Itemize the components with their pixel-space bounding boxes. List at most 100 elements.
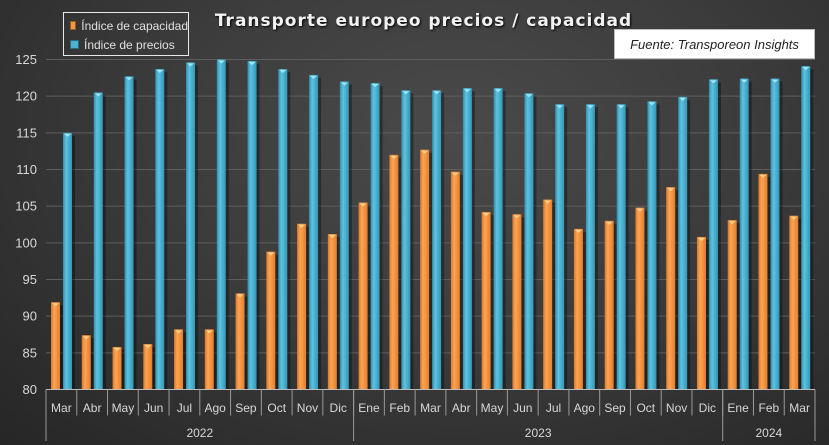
bar-prices <box>216 59 226 390</box>
legend: Índice de capacidad Índice de precios <box>63 12 189 56</box>
year-label: 2023 <box>525 426 552 440</box>
bar-capacity <box>81 335 91 390</box>
bar-cap <box>759 174 767 178</box>
bar-cap <box>156 70 164 74</box>
chart-title: Transporte europeo precios / capacidad <box>214 11 633 31</box>
year-label: 2024 <box>756 426 783 440</box>
y-tick-label: 85 <box>23 345 37 360</box>
y-tick-label: 100 <box>15 235 37 250</box>
year-label: 2022 <box>186 426 213 440</box>
x-tick-label: Jul <box>177 401 192 415</box>
x-tick-label: Ene <box>727 401 749 415</box>
x-tick-label: May <box>481 401 504 415</box>
bar-capacity <box>727 220 737 390</box>
bar-capacity <box>666 187 676 390</box>
bar-cap <box>82 336 90 340</box>
y-tick-label: 110 <box>16 162 37 177</box>
bar-prices <box>370 82 380 390</box>
bar-prices <box>124 76 134 390</box>
bar-prices <box>616 104 626 390</box>
bar-cap <box>390 155 398 159</box>
bar-cap <box>697 237 705 241</box>
bar-cap <box>402 91 410 95</box>
bar-capacity <box>143 344 153 390</box>
bar-cap <box>371 83 379 87</box>
x-tick-label: Mar <box>51 401 72 415</box>
x-tick-label: Oct <box>267 401 286 415</box>
bar-prices <box>739 78 749 390</box>
x-tick-label: Dic <box>330 401 347 415</box>
bar-prices <box>555 104 565 390</box>
x-tick-label: May <box>112 401 135 415</box>
y-tick-label: 80 <box>23 382 37 397</box>
bar-cap <box>310 75 318 79</box>
x-tick-label: Oct <box>636 401 655 415</box>
bar-prices <box>432 90 442 390</box>
legend-label-capacity: Índice de capacidad <box>81 18 188 33</box>
x-tick-label: Abr <box>452 401 471 415</box>
bar-prices <box>678 96 688 390</box>
bar-capacity <box>420 149 430 390</box>
x-axis: Mar Abr May Jun Jul Ago Sep Oct Nov Dic Ene Feb Mar A… <box>45 389 816 441</box>
bar-cap <box>574 229 582 233</box>
bar-cap <box>433 91 441 95</box>
bar-cap <box>544 200 552 204</box>
bar-cap <box>328 235 336 239</box>
legend-item-capacity: Índice de capacidad <box>70 16 188 35</box>
bar-capacity <box>635 207 645 390</box>
bar-cap <box>217 60 225 64</box>
bar-cap <box>617 105 625 109</box>
x-tick-label: Sep <box>604 401 626 415</box>
bar-cap <box>605 221 613 225</box>
bar-capacity <box>51 302 60 390</box>
source-note: Fuente: Transporeon Insights <box>614 29 815 59</box>
bar-prices <box>278 69 288 390</box>
bar-prices <box>309 74 319 390</box>
bar-capacity <box>543 199 553 390</box>
x-tick-label: Jun <box>513 401 532 415</box>
bar-cap <box>482 213 490 217</box>
bar-cap <box>771 79 779 83</box>
bar-cap <box>525 94 533 98</box>
bar-prices <box>524 93 534 390</box>
bar-cap <box>64 133 71 137</box>
bar-capacity <box>112 346 122 390</box>
legend-swatch-capacity <box>70 21 77 30</box>
bar-cap <box>52 303 59 307</box>
bar-capacity <box>204 329 214 390</box>
bar-prices <box>339 81 349 390</box>
bar-cap <box>463 89 471 93</box>
bar-capacity <box>696 236 706 390</box>
bar-cap <box>340 82 348 86</box>
bar-cap <box>205 330 213 334</box>
bar-cap <box>421 150 429 154</box>
bar-cap <box>667 188 675 192</box>
x-tick-label: Feb <box>759 401 780 415</box>
bar-cap <box>125 77 133 81</box>
bar-capacity <box>573 228 583 390</box>
y-axis: 80 85 90 95 100 105 110 115 120 125 <box>15 52 37 397</box>
bar-cap <box>359 203 367 207</box>
y-tick-label: 120 <box>15 89 37 104</box>
bar-cap <box>790 216 798 220</box>
bar-prices <box>155 69 165 390</box>
bar-cap <box>267 252 275 256</box>
bar-capacity <box>235 293 245 390</box>
bar-capacity <box>266 251 276 390</box>
x-tick-label: Jun <box>144 401 163 415</box>
bar-prices <box>63 132 72 390</box>
bar-capacity <box>174 329 184 390</box>
bar-cap <box>802 67 810 71</box>
bar-capacity <box>481 212 491 390</box>
bar-capacity <box>327 234 337 390</box>
bar-cap <box>236 294 244 298</box>
bar-capacity <box>389 154 399 390</box>
bar-cap <box>709 80 717 84</box>
y-tick-label: 125 <box>15 52 37 67</box>
x-tick-label: Ene <box>358 401 380 415</box>
bar-prices <box>93 92 103 390</box>
x-tick-label: Sep <box>235 401 257 415</box>
bar-cap <box>175 330 183 334</box>
bar-capacity <box>604 220 614 390</box>
y-tick-label: 95 <box>23 272 37 287</box>
